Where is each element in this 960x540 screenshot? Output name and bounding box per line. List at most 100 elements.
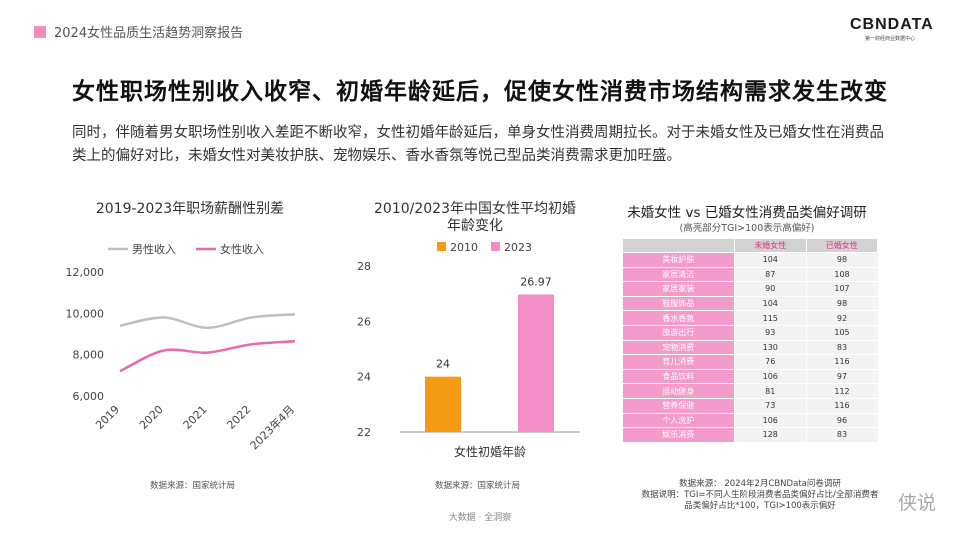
table-cell-category: 育儿消费 [622,354,735,370]
table-row: 娱乐消费 128 83 [622,427,878,443]
y-tick-label: 6,000 [73,390,105,403]
y-tick-label: 8,000 [73,349,105,362]
x-tick-label: 2022 [224,403,253,432]
table-cell-unmarried: 76 [734,354,806,370]
male-income-line [119,313,296,330]
table-row: 育儿消费 76 116 [622,354,878,370]
y-tick-label: 26 [357,315,371,328]
x-tick-label: 2021 [181,403,210,432]
table-subtitle: (高亮部分TGI>100表示高偏好) [679,223,815,234]
logo-tagline: 第一财经商业数据中心 [864,36,915,42]
logo-wordmark: CBNDATA [850,16,934,33]
table-cell-unmarried: 104 [734,296,806,312]
table-cell-married: 108 [805,267,878,283]
intro-paragraph: 同时，伴随着男女职场性别收入差距不断收窄，女性初婚年龄延后，单身女性消费周期拉长… [72,125,884,164]
y-tick-label: 12,000 [66,266,105,279]
table-cell-married: 92 [805,310,878,326]
legend-label: 2010 [450,241,478,254]
table-row: 宠物消费 130 83 [622,340,878,356]
table-header-blank [622,238,735,253]
table-cell-unmarried: 73 [734,398,806,414]
x-category-label: 女性初婚年龄 [454,444,526,459]
table-cell-unmarried: 106 [734,369,806,385]
table-row: 运动健身 81 112 [622,383,878,399]
table-row: 美妆护肤 104 98 [622,252,878,268]
table-cell-unmarried: 115 [734,310,806,326]
table-row: 旅游出行 93 105 [622,325,878,341]
table-cell-unmarried: 130 [734,340,806,356]
table-cell-married: 116 [805,354,878,370]
table-cell-married: 98 [805,296,878,312]
table-row: 食品饮料 106 97 [622,369,878,385]
table-cell-category: 香水香氛 [622,310,735,326]
table-row: 家居家装 90 107 [622,281,878,297]
x-tick-label: 2020 [137,403,166,432]
page-headline: 女性职场性别收入收窄、初婚年龄延后，促使女性消费市场结构需求发生改变 [72,79,888,105]
bar-chart-source: 数据来源：国家统计局 [435,481,521,491]
table-cell-married: 107 [805,281,878,297]
line-chart-source: 数据来源：国家统计局 [150,481,236,491]
bar-data-label: 24 [436,358,450,371]
table-cell-married: 83 [805,427,878,443]
table-notes: 数据来源： 2024年2月CBNData问卷调研 数据说明：TGI=不同人生阶段… [640,479,880,512]
report-header: 2024女性品质生活趋势洞察报告 [34,22,243,41]
table-cell-category: 旅游出行 [622,325,735,341]
brand-logo: CBNDATA 第一财经商业数据中心 [850,16,934,43]
female-income-line [119,339,296,373]
bar-2010 [425,376,461,432]
table-header-row: 未婚女性 已婚女性 [622,238,878,253]
table-cell-married: 116 [805,398,878,414]
legend-label: 女性收入 [220,242,264,256]
table-cell-married: 112 [805,383,878,399]
legend-swatch [437,242,446,251]
report-title: 2024女性品质生活趋势洞察报告 [54,26,244,41]
table-cell-unmarried: 93 [734,325,806,341]
table-cell-married: 83 [805,340,878,356]
table-cell-category: 家居清洁 [622,267,735,283]
table-header-married: 已婚女性 [805,238,878,253]
table-cell-unmarried: 87 [734,267,806,283]
table-row: 个人洗护 106 96 [622,413,878,429]
bar-chart-title: 2010/2023年中国女性平均初婚年龄变化 [374,201,576,234]
table-cell-unmarried: 128 [734,427,806,443]
table-cell-category: 个人洗护 [622,413,735,429]
table-cell-category: 家居家装 [622,281,735,297]
table-cell-category: 鞋服饰品 [622,296,735,312]
line-chart-title: 2019-2023年职场薪酬性别差 [95,201,285,217]
y-tick-label: 24 [357,371,371,384]
legend-swatch [491,242,500,251]
table-cell-unmarried: 104 [734,252,806,268]
table-title: 未婚女性 vs 已婚女性消费品类偏好调研 [627,205,867,221]
salary-gap-line-chart: 男性收入 女性收入 6,000 8,000 10,000 12,000 2019 2020 20… [66,242,298,452]
y-tick-label: 28 [357,260,371,273]
legend-label: 男性收入 [132,242,176,256]
table-cell-category: 娱乐消费 [622,427,735,443]
table-row: 鞋服饰品 104 98 [622,296,878,312]
page-footer: 大数据 · 全洞察 [448,513,512,523]
table-cell-category: 宠物消费 [622,340,735,356]
table-cell-married: 105 [805,325,878,341]
bar-data-label: 26.97 [520,275,552,288]
table-cell-unmarried: 106 [734,413,806,429]
table-cell-married: 97 [805,369,878,385]
table-cell-unmarried: 81 [734,383,806,399]
table-explanation: 数据说明：TGI=不同人生阶段消费者品类偏好占比/全部消费者品类偏好占比*100… [641,490,879,511]
table-row: 香水香氛 115 92 [622,310,878,326]
table-source: 数据来源： 2024年2月CBNData问卷调研 [679,479,841,489]
table-cell-married: 96 [805,413,878,429]
table-row: 家居清洁 87 108 [622,267,878,283]
x-tick-label: 2023年4月 [247,402,297,452]
x-tick-label: 2019 [93,403,122,432]
table-cell-category: 营养保健 [622,398,735,414]
table-cell-unmarried: 90 [734,281,806,297]
table-cell-category: 食品饮料 [622,369,735,385]
bar-2023 [518,294,554,432]
watermark: 侠说 [897,492,936,514]
y-tick-label: 22 [357,426,371,439]
table-header-unmarried: 未婚女性 [734,238,807,253]
legend-label: 2023 [504,241,532,254]
table-cell-married: 98 [805,252,878,268]
y-tick-label: 10,000 [66,307,105,320]
table-row: 营养保健 73 116 [622,398,878,414]
header-accent-square [34,25,46,38]
